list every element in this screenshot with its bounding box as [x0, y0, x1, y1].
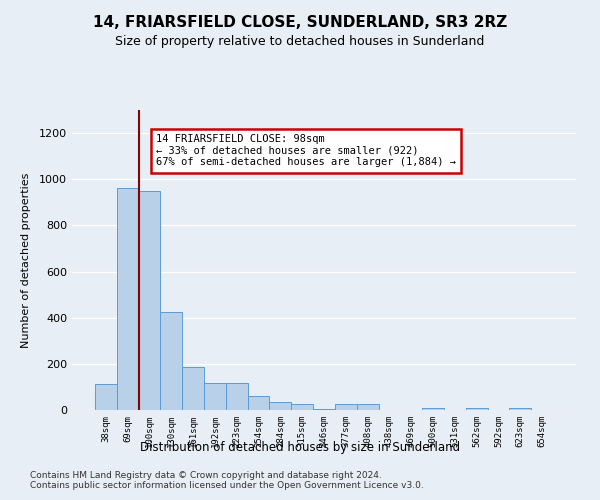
Bar [248, 396, 269, 410]
Bar [357, 404, 379, 410]
Text: Distribution of detached houses by size in Sunderland: Distribution of detached houses by size … [140, 441, 460, 454]
Bar [335, 404, 357, 410]
Bar [422, 408, 444, 410]
Bar [269, 402, 291, 410]
Text: 14, FRIARSFIELD CLOSE, SUNDERLAND, SR3 2RZ: 14, FRIARSFIELD CLOSE, SUNDERLAND, SR3 2… [93, 15, 507, 30]
Bar [117, 188, 139, 410]
Bar [226, 384, 248, 410]
Text: Size of property relative to detached houses in Sunderland: Size of property relative to detached ho… [115, 35, 485, 48]
Bar [139, 191, 160, 410]
Bar [160, 312, 182, 410]
Bar [95, 384, 117, 410]
Bar [182, 368, 204, 410]
Bar [204, 384, 226, 410]
Bar [291, 404, 313, 410]
Bar [509, 408, 531, 410]
Y-axis label: Number of detached properties: Number of detached properties [20, 172, 31, 348]
Text: Contains HM Land Registry data © Crown copyright and database right 2024.
Contai: Contains HM Land Registry data © Crown c… [30, 470, 424, 490]
Text: 14 FRIARSFIELD CLOSE: 98sqm
← 33% of detached houses are smaller (922)
67% of se: 14 FRIARSFIELD CLOSE: 98sqm ← 33% of det… [156, 134, 456, 168]
Bar [466, 408, 488, 410]
Bar [313, 409, 335, 410]
